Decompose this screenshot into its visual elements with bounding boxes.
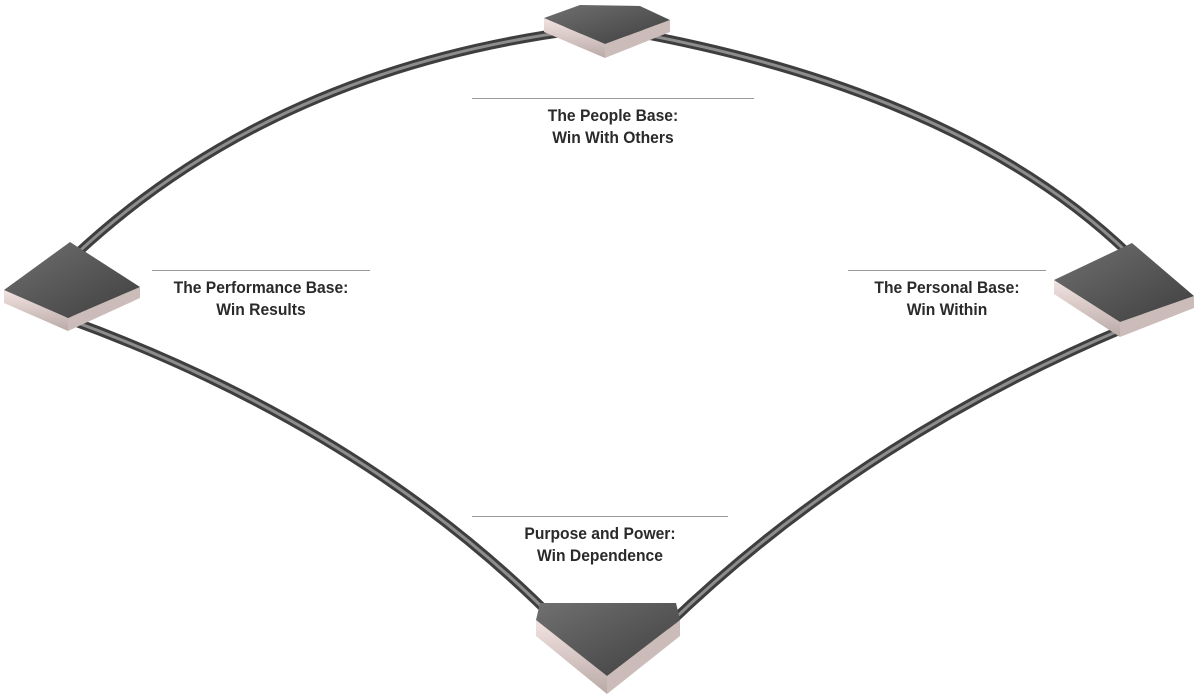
personal-base-title: The Personal Base: (874, 278, 1020, 297)
purpose-power-subtitle: Win Dependence (537, 546, 663, 565)
purpose-power-rule (472, 516, 728, 517)
people-base-subtitle: Win With Others (552, 128, 674, 147)
purpose-power-title: Purpose and Power: (524, 524, 676, 543)
base-right-shape (1054, 243, 1194, 337)
people-base-title: The People Base: (547, 106, 679, 125)
base-bottom-shape (536, 603, 680, 694)
baseline-bottom-left (65, 315, 565, 630)
baseline-top-left (65, 25, 585, 265)
people-base-rule (472, 98, 754, 99)
baseline-top-right (615, 25, 1135, 260)
performance-base-title: The Performance Base: (173, 278, 349, 297)
people-base-label: The People Base: Win With Others (472, 98, 754, 149)
personal-base-label: The Personal Base: Win Within (848, 270, 1046, 321)
purpose-power-label: Purpose and Power: Win Dependence (472, 516, 728, 567)
base-top-shape (544, 5, 670, 58)
personal-base-rule (848, 270, 1046, 271)
baseline-bottom-right (663, 323, 1130, 630)
performance-base-label: The Performance Base: Win Results (152, 270, 370, 321)
base-left-shape (4, 242, 140, 331)
personal-base-subtitle: Win Within (906, 300, 988, 319)
baseline-track (65, 25, 1135, 630)
performance-base-rule (152, 270, 370, 271)
performance-base-subtitle: Win Results (216, 300, 306, 319)
